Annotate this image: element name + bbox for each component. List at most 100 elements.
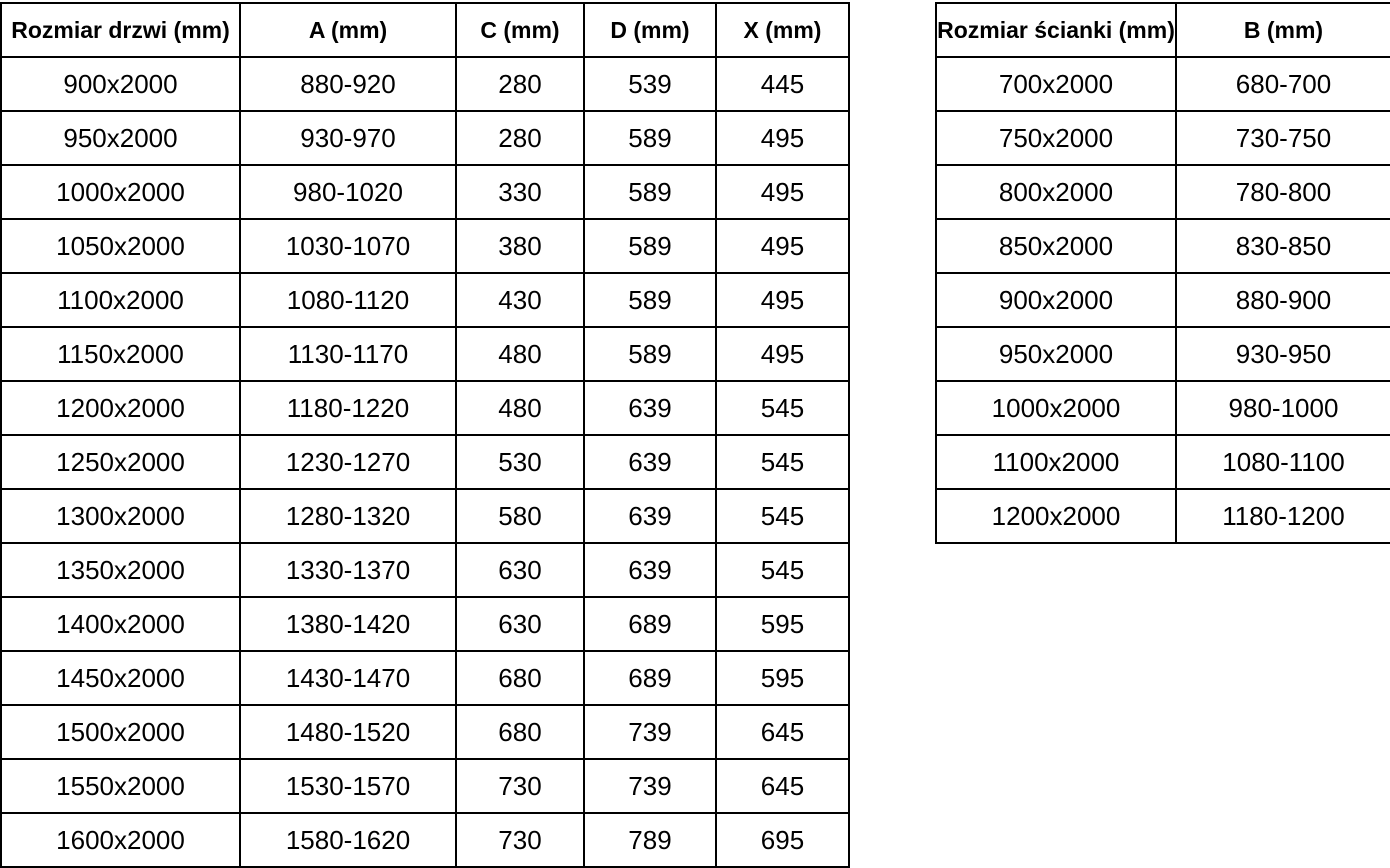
table-cell: 495 xyxy=(715,110,850,166)
table-cell: 645 xyxy=(715,758,850,814)
table-row: 900x2000 880-900 xyxy=(935,272,1390,328)
table-cell: 739 xyxy=(583,758,717,814)
table-cell: 589 xyxy=(583,218,717,274)
table-cell: 645 xyxy=(715,704,850,760)
table-cell: 950x2000 xyxy=(935,326,1177,382)
table-cell: 330 xyxy=(455,164,585,220)
table-row: 1250x2000 1230-1270 530 639 545 xyxy=(0,434,850,490)
table-cell: 880-900 xyxy=(1175,272,1390,328)
door-size-table-body: 900x2000 880-920 280 539 445 950x2000 930-970 2… xyxy=(0,56,850,868)
table-cell: 1130-1170 xyxy=(239,326,457,382)
table-cell: 495 xyxy=(715,326,850,382)
table-row: 1100x2000 1080-1120 430 589 495 xyxy=(0,272,850,328)
table-row: 1450x2000 1430-1470 680 689 595 xyxy=(0,650,850,706)
table-cell: 1450x2000 xyxy=(0,650,241,706)
table-row: 900x2000 880-920 280 539 445 xyxy=(0,56,850,112)
table-cell: 1430-1470 xyxy=(239,650,457,706)
table-cell: 680 xyxy=(455,704,585,760)
table-cell: 730 xyxy=(455,812,585,868)
table-cell: 589 xyxy=(583,110,717,166)
table-row: 850x2000 830-850 xyxy=(935,218,1390,274)
table-cell: 1030-1070 xyxy=(239,218,457,274)
table-cell: 1100x2000 xyxy=(0,272,241,328)
table-row: 950x2000 930-950 xyxy=(935,326,1390,382)
table-cell: 1480-1520 xyxy=(239,704,457,760)
table-cell: 1300x2000 xyxy=(0,488,241,544)
table-cell: 445 xyxy=(715,56,850,112)
header-row: Rozmiar ścianki (mm) B (mm) xyxy=(935,2,1390,58)
table-cell: 1180-1200 xyxy=(1175,488,1390,544)
table-cell: 680 xyxy=(455,650,585,706)
table-cell: 495 xyxy=(715,164,850,220)
table-cell: 639 xyxy=(583,542,717,598)
table-cell: 1250x2000 xyxy=(0,434,241,490)
header-row: Rozmiar drzwi (mm) A (mm) C (mm) D (mm) X (m… xyxy=(0,2,850,58)
door-size-table: Rozmiar drzwi (mm) A (mm) C (mm) D (mm) X (m… xyxy=(0,2,850,868)
table-row: 1100x2000 1080-1100 xyxy=(935,434,1390,490)
table-cell: 700x2000 xyxy=(935,56,1177,112)
table-row: 1500x2000 1480-1520 680 739 645 xyxy=(0,704,850,760)
table-row: 1000x2000 980-1000 xyxy=(935,380,1390,436)
table-cell: 639 xyxy=(583,380,717,436)
table-cell: 1600x2000 xyxy=(0,812,241,868)
table-cell: 545 xyxy=(715,380,850,436)
table-cell: 545 xyxy=(715,488,850,544)
table-cell: 589 xyxy=(583,272,717,328)
table-row: 1350x2000 1330-1370 630 639 545 xyxy=(0,542,850,598)
table-cell: 930-970 xyxy=(239,110,457,166)
table-cell: 689 xyxy=(583,596,717,652)
table-cell: 900x2000 xyxy=(935,272,1177,328)
table-cell: 430 xyxy=(455,272,585,328)
table-cell: 1000x2000 xyxy=(0,164,241,220)
table-row: 1050x2000 1030-1070 380 589 495 xyxy=(0,218,850,274)
table-cell: 1380-1420 xyxy=(239,596,457,652)
table-cell: 589 xyxy=(583,326,717,382)
table-row: 950x2000 930-970 280 589 495 xyxy=(0,110,850,166)
wall-size-table-body: 700x2000 680-700 750x2000 730-750 800x2000 78… xyxy=(935,56,1390,544)
table-cell: 1350x2000 xyxy=(0,542,241,598)
table-cell: 495 xyxy=(715,218,850,274)
wall-size-table-header: Rozmiar ścianki (mm) B (mm) xyxy=(935,2,1390,58)
table-cell: 595 xyxy=(715,650,850,706)
table-cell: 730 xyxy=(455,758,585,814)
column-header: Rozmiar drzwi (mm) xyxy=(0,2,241,58)
table-cell: 1200x2000 xyxy=(0,380,241,436)
table-row: 700x2000 680-700 xyxy=(935,56,1390,112)
table-row: 1400x2000 1380-1420 630 689 595 xyxy=(0,596,850,652)
table-cell: 780-800 xyxy=(1175,164,1390,220)
table-cell: 689 xyxy=(583,650,717,706)
table-cell: 695 xyxy=(715,812,850,868)
table-cell: 545 xyxy=(715,434,850,490)
table-cell: 480 xyxy=(455,380,585,436)
column-header: B (mm) xyxy=(1175,2,1390,58)
table-cell: 1150x2000 xyxy=(0,326,241,382)
table-cell: 1200x2000 xyxy=(935,488,1177,544)
table-cell: 980-1020 xyxy=(239,164,457,220)
wall-size-table: Rozmiar ścianki (mm) B (mm) 700x2000 680-7… xyxy=(935,2,1390,544)
table-cell: 1000x2000 xyxy=(935,380,1177,436)
table-cell: 630 xyxy=(455,596,585,652)
table-cell: 730-750 xyxy=(1175,110,1390,166)
table-cell: 589 xyxy=(583,164,717,220)
table-cell: 880-920 xyxy=(239,56,457,112)
table-cell: 495 xyxy=(715,272,850,328)
table-cell: 900x2000 xyxy=(0,56,241,112)
column-header: Rozmiar ścianki (mm) xyxy=(935,2,1177,58)
table-cell: 1180-1220 xyxy=(239,380,457,436)
table-cell: 680-700 xyxy=(1175,56,1390,112)
table-cell: 280 xyxy=(455,56,585,112)
table-cell: 1580-1620 xyxy=(239,812,457,868)
table-cell: 530 xyxy=(455,434,585,490)
table-cell: 750x2000 xyxy=(935,110,1177,166)
table-cell: 539 xyxy=(583,56,717,112)
table-cell: 850x2000 xyxy=(935,218,1177,274)
table-cell: 1330-1370 xyxy=(239,542,457,598)
column-header: C (mm) xyxy=(455,2,585,58)
table-cell: 800x2000 xyxy=(935,164,1177,220)
table-cell: 580 xyxy=(455,488,585,544)
table-row: 1150x2000 1130-1170 480 589 495 xyxy=(0,326,850,382)
column-header: A (mm) xyxy=(239,2,457,58)
table-row: 1300x2000 1280-1320 580 639 545 xyxy=(0,488,850,544)
table-cell: 1530-1570 xyxy=(239,758,457,814)
column-header: D (mm) xyxy=(583,2,717,58)
